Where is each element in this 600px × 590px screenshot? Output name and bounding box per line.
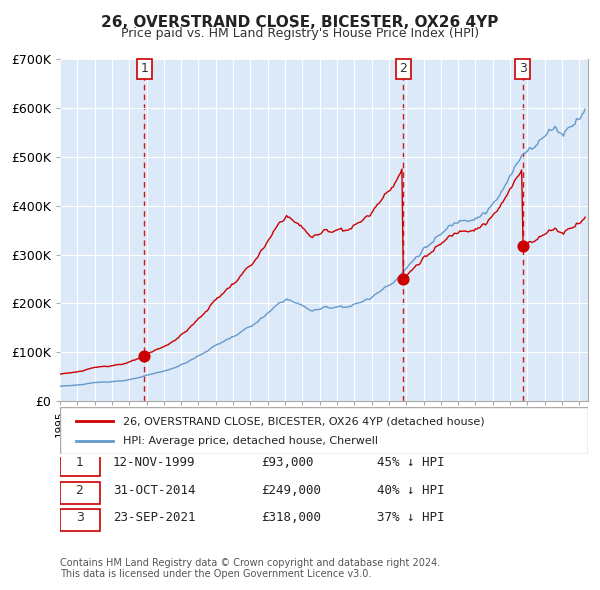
Point	[140, 351, 149, 360]
Text: Contains HM Land Registry data © Crown copyright and database right 2024.
This d: Contains HM Land Registry data © Crown c…	[60, 558, 440, 579]
Text: 1: 1	[76, 456, 83, 469]
FancyBboxPatch shape	[60, 407, 588, 454]
Text: 37% ↓ HPI: 37% ↓ HPI	[377, 511, 444, 524]
Text: 3: 3	[76, 511, 83, 524]
Point	[518, 241, 527, 251]
Text: 2: 2	[400, 63, 407, 76]
Text: £249,000: £249,000	[260, 484, 320, 497]
FancyBboxPatch shape	[60, 454, 100, 477]
Text: 1: 1	[140, 63, 148, 76]
Text: 26, OVERSTRAND CLOSE, BICESTER, OX26 4YP: 26, OVERSTRAND CLOSE, BICESTER, OX26 4YP	[101, 15, 499, 30]
FancyBboxPatch shape	[60, 482, 100, 504]
Text: 3: 3	[519, 63, 527, 76]
Text: Price paid vs. HM Land Registry's House Price Index (HPI): Price paid vs. HM Land Registry's House …	[121, 27, 479, 40]
Text: HPI: Average price, detached house, Cherwell: HPI: Average price, detached house, Cher…	[124, 436, 379, 446]
Text: 31-OCT-2014: 31-OCT-2014	[113, 484, 196, 497]
Text: 12-NOV-1999: 12-NOV-1999	[113, 456, 196, 469]
Text: 23-SEP-2021: 23-SEP-2021	[113, 511, 196, 524]
Point	[398, 275, 408, 284]
Text: 26, OVERSTRAND CLOSE, BICESTER, OX26 4YP (detached house): 26, OVERSTRAND CLOSE, BICESTER, OX26 4YP…	[124, 417, 485, 426]
FancyBboxPatch shape	[60, 509, 100, 532]
Text: 45% ↓ HPI: 45% ↓ HPI	[377, 456, 444, 469]
Text: 40% ↓ HPI: 40% ↓ HPI	[377, 484, 444, 497]
Text: 2: 2	[76, 484, 83, 497]
Text: £93,000: £93,000	[260, 456, 313, 469]
Text: £318,000: £318,000	[260, 511, 320, 524]
